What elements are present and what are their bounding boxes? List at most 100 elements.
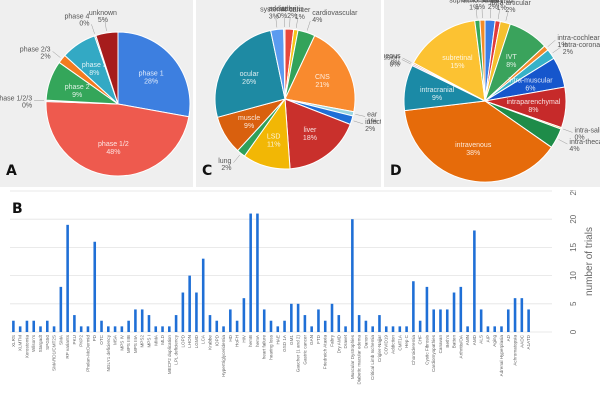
bar-fabry (330, 303, 334, 332)
x-tick-label: SPG50 (45, 335, 50, 350)
x-tick-label: Gaucher (1 and 2) (296, 335, 301, 373)
x-tick-label: Dry AMD (336, 334, 341, 353)
x-tick-label: Cystic Fibrosis (424, 334, 429, 365)
pie-pct-phase-1: 28% (144, 78, 158, 85)
pie-pct-cardiovascular: 4% (312, 17, 322, 24)
pie-label-muscle: muscle (238, 115, 260, 122)
x-tick-label: PKU (72, 335, 77, 344)
x-tick-label: Critical Limb Ischemia (370, 335, 375, 380)
x-tick-label: RP variants (65, 334, 70, 358)
x-tick-label: AMD (472, 334, 477, 345)
x-tick-label: COVID19 (384, 335, 389, 355)
bar-spg50 (45, 320, 49, 332)
x-tick-label: Wilson's (31, 334, 36, 352)
bar-lpl-deficiency (174, 315, 178, 332)
bar-msa (113, 326, 117, 332)
pie-leader-cancer (295, 17, 299, 28)
pie-leader-ex-vivo (497, 9, 500, 20)
bar-addiction (391, 326, 395, 332)
pie-leader-intra-coronary (552, 46, 561, 54)
pie-pct-intracranial: 9% (432, 95, 442, 102)
pie-pct-systemic: 3% (269, 14, 279, 21)
x-tick-label: XLRS (11, 335, 16, 347)
pie-label-unknown: unknown (89, 10, 117, 17)
pie-label-phase-1: phase 1 (139, 70, 164, 77)
bar-xerostomia (25, 320, 29, 332)
bar-cystic-fibrosis (425, 286, 429, 332)
pie-label-ear: ear (367, 111, 378, 118)
bar-pku (73, 315, 76, 332)
x-tick-label: FTD (316, 334, 321, 344)
x-tick-label: MECP2 duplication (167, 335, 172, 375)
x-tick-label: hearing loss (269, 334, 274, 359)
bar-arthritis-oa (459, 286, 463, 332)
pie-leader-cardiovascular (306, 20, 311, 31)
x-tick-label: hemA (255, 334, 260, 347)
bar-gan (310, 326, 313, 332)
pie-pct-ocular: 26% (242, 79, 256, 86)
pie-pct-intra-coronary: 2% (563, 49, 573, 56)
x-tick-label: GAN (309, 335, 314, 345)
x-tick-label: Gastric cancer (302, 335, 307, 365)
bar-crigler-najjar (378, 315, 381, 332)
pie-slice-cns (284, 34, 356, 113)
bar-mps2 (140, 309, 144, 332)
x-tick-label: Cardiomyopathies (431, 334, 436, 372)
x-tick-label: ALS (479, 335, 484, 344)
x-tick-label: MPS I (146, 335, 151, 348)
pie-label-phase-2: phase 2 (65, 84, 90, 91)
bar-batten (452, 292, 456, 332)
bar-mps-iiia (134, 309, 137, 332)
pie-pct-lung: 2% (221, 165, 231, 172)
bar-gaucher-1-and-2 (296, 303, 300, 332)
pie-panel-a: phase 1 28% phase 1/2 48% phase 2 9% phase 3 8%… (0, 0, 193, 187)
x-tick-label: MPS IV (119, 334, 124, 351)
bar-adrenal-hyperplasia (500, 326, 503, 332)
pie-pct-lsd: 11% (267, 141, 281, 148)
pie-pct-suprachorodidal: 1% (469, 4, 479, 11)
pie-pct-intra-articular: 2% (505, 7, 515, 14)
bar-aging (493, 326, 497, 332)
bar-achromatopsia (513, 298, 517, 332)
x-tick-label: Dravet (343, 334, 348, 348)
y-tick-label: 25 (569, 190, 578, 195)
pie-pct-intra-salivary: 0% (575, 134, 585, 141)
pie-leader-phase-2-3 (52, 51, 61, 58)
bar-ftd (317, 309, 320, 332)
x-tick-label: XLMTM (18, 335, 23, 351)
x-tick-label: AADC (519, 334, 524, 347)
x-tick-label: Achromatopsia (513, 335, 518, 366)
pie-label-limb-perfusion: limb perfusion (384, 55, 400, 62)
pie-leader-systemic (275, 17, 278, 28)
x-tick-label: Canavan (438, 335, 443, 354)
pie-label-intra-cochlear: intra-cochlear (557, 35, 600, 42)
pie-slice-liver (284, 98, 351, 170)
pie-leader-percutaneous (402, 57, 412, 63)
bar-lgmd (195, 292, 198, 332)
panel-letter-b: B (12, 201, 23, 217)
x-tick-label: HIV (241, 334, 246, 343)
pie-leader-intra-cochlear (547, 39, 556, 47)
x-tick-label: LOPD (180, 334, 185, 347)
bar-als (479, 309, 483, 332)
bar-chart-b: 0 5 10 15 20 25 number of trials XLRS XLMTM Xeros… (10, 190, 595, 385)
pie-label-intravenous: intravenous (455, 142, 492, 149)
bar-mecp2-duplication (168, 326, 171, 332)
x-tick-label: AD (506, 334, 511, 341)
bar-cardiomyopathies (432, 309, 435, 332)
bar-covid19 (384, 326, 388, 332)
panel-letter-a: A (6, 163, 17, 179)
pie-label-cancer: cancer (289, 7, 311, 14)
x-tick-label: Fabry (330, 334, 335, 346)
y-tick-label: 20 (569, 214, 578, 223)
x-tick-label: HAE (275, 335, 280, 344)
pie-leader-unknown (104, 20, 107, 31)
pie-label-intra-salivary: intra-salivary (575, 127, 600, 134)
pie-pct-intra-cochlear: 1% (557, 42, 567, 49)
bar-pkp2 (79, 326, 83, 332)
x-tick-label: Diabetic macular edema (357, 335, 362, 385)
y-tick-label: 10 (569, 271, 578, 280)
pie-label-phase-1-2-3: phase 1/2/3 (0, 95, 32, 102)
x-tick-label: Muscular Dystrophies (350, 334, 355, 379)
bar-a1atd (527, 309, 530, 332)
